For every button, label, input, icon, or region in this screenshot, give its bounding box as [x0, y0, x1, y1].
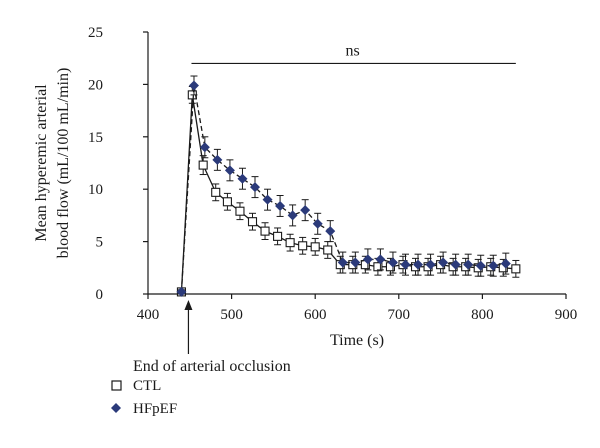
- hfpef-point: [325, 226, 336, 237]
- legend-ctl-marker: [111, 380, 122, 391]
- legend-hfpef-label: HFpEF: [133, 401, 177, 417]
- y-axis-title-line-1: Mean hyperemic arterial: [33, 84, 50, 242]
- hfpef-point: [188, 80, 199, 91]
- hfpef-point: [362, 254, 373, 265]
- hfpef-point: [224, 165, 235, 176]
- ctl-point: [198, 160, 208, 170]
- hfpef-point: [375, 254, 386, 265]
- hfpef-point: [262, 194, 273, 205]
- x-tick-label: 500: [220, 307, 243, 323]
- hfpef-point: [450, 259, 461, 270]
- x-tick-label: 900: [555, 307, 578, 323]
- legend: CTL HFpEF: [111, 378, 177, 417]
- y-tick-label: 10: [88, 182, 103, 198]
- ctl-point: [260, 226, 270, 236]
- hfpef-point: [400, 259, 411, 270]
- ctl-point: [211, 187, 221, 197]
- hfpef-point: [387, 257, 398, 268]
- ctl-line: [180, 94, 516, 292]
- ctl-point: [285, 238, 295, 248]
- y-tick-label: 0: [96, 287, 104, 303]
- y-tick-label: 5: [96, 235, 104, 251]
- hfpef-point: [413, 259, 424, 270]
- x-tick-label: 600: [304, 307, 327, 323]
- x-tick-label: 700: [388, 307, 411, 323]
- hfpef-point: [176, 286, 187, 297]
- hfpef-point: [463, 259, 474, 270]
- ctl-point: [373, 262, 383, 272]
- x-tick-label: 400: [137, 307, 160, 323]
- x-tick-label: 800: [471, 307, 494, 323]
- ctl-point: [273, 231, 283, 241]
- y-axis-title-line-2: blood flow (mL/100 mL/min): [55, 68, 72, 259]
- hfpef-point: [425, 259, 436, 270]
- ctl-point: [222, 197, 232, 207]
- y-tick-label: 25: [88, 25, 103, 41]
- occlusion-annotation: End of arterial occlusion: [133, 358, 291, 375]
- y-axis-ticks: 0 5 10 15 20 25: [88, 25, 148, 303]
- legend-hfpef-marker: [111, 403, 121, 413]
- y-tick-label: 15: [88, 130, 103, 146]
- hfpef-point: [337, 257, 348, 268]
- hfpef-point: [212, 154, 223, 165]
- occlusion-arrowhead: [184, 300, 193, 310]
- ctl-point: [298, 241, 308, 251]
- significance-label: ns: [346, 42, 360, 59]
- hfpef-point: [287, 210, 298, 221]
- hfpef-point: [250, 182, 261, 193]
- hfpef-point: [300, 205, 311, 216]
- ctl-point: [323, 245, 333, 255]
- ctl-point: [511, 264, 521, 274]
- x-axis-title: Time (s): [330, 332, 384, 349]
- hfpef-point: [488, 260, 499, 271]
- series-hfpef: [176, 75, 511, 297]
- hfpef-point: [350, 257, 361, 268]
- y-tick-label: 20: [88, 77, 103, 93]
- ctl-point: [247, 217, 258, 227]
- hfpef-point: [500, 258, 511, 269]
- hfpef-point: [237, 173, 248, 184]
- hfpef-point: [275, 200, 286, 211]
- hfpef-point: [312, 218, 323, 229]
- hfpef-point: [438, 257, 449, 268]
- hfpef-point: [199, 142, 210, 153]
- x-axis-ticks: 400 500 600 700 800 900: [137, 294, 578, 323]
- hfpef-point: [475, 260, 486, 271]
- ctl-point: [310, 242, 320, 252]
- legend-ctl-label: CTL: [133, 378, 161, 394]
- ctl-point: [235, 206, 245, 216]
